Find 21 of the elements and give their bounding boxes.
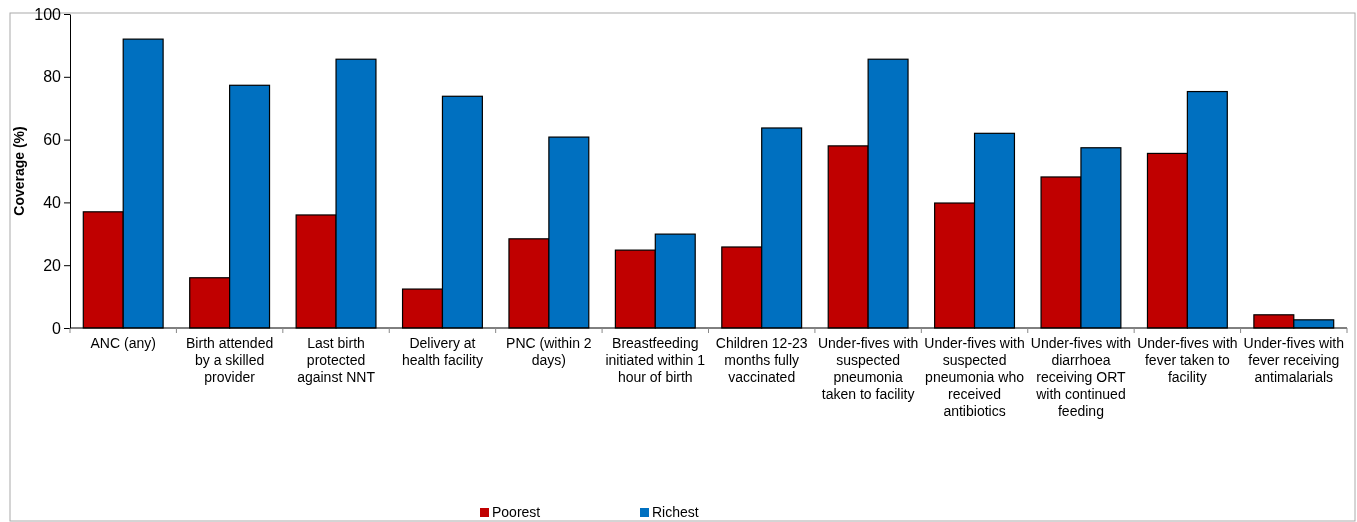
x-tick-label: ANC (any) (90, 335, 156, 351)
y-tick-label: 100 (34, 5, 62, 23)
y-tick-label: 80 (43, 68, 62, 86)
x-tick-label: Under-fives with suspected pneumonia who received antibiotics (924, 335, 1025, 419)
x-tick-label: Under-fives with diarrhoea receiving ORT with continued feeding (1030, 335, 1132, 419)
x-tick-label: Birth attended by a skilled provider (186, 335, 274, 385)
x-tick-label: Last birth protected against NNT (297, 335, 376, 385)
x-tick-label: PNC (within 2 days) (506, 335, 592, 368)
y-tick-label: 60 (43, 131, 62, 149)
y-tick-label: 0 (52, 319, 62, 337)
x-tick-label: Children 12-23 months fully vaccinated (715, 335, 808, 385)
x-tick-label: Under-fives with fever taken to facility (1137, 335, 1238, 385)
x-tick-label: Delivery at health facility (401, 335, 483, 368)
y-tick-label: 40 (43, 194, 62, 212)
legend-label: Richest (652, 504, 699, 520)
y-tick-label: 20 (43, 256, 62, 274)
y-axis-title: Coverage (%) (11, 126, 27, 216)
legend-label: Poorest (492, 504, 541, 520)
x-tick-label: Under-fives with suspected pneumonia taken to facility (817, 335, 919, 402)
x-tick-label: Under-fives with fever receiving antimalarials (1243, 335, 1344, 385)
x-tick-label: Breastfeeding initiated within 1 hour of birth (605, 335, 706, 385)
